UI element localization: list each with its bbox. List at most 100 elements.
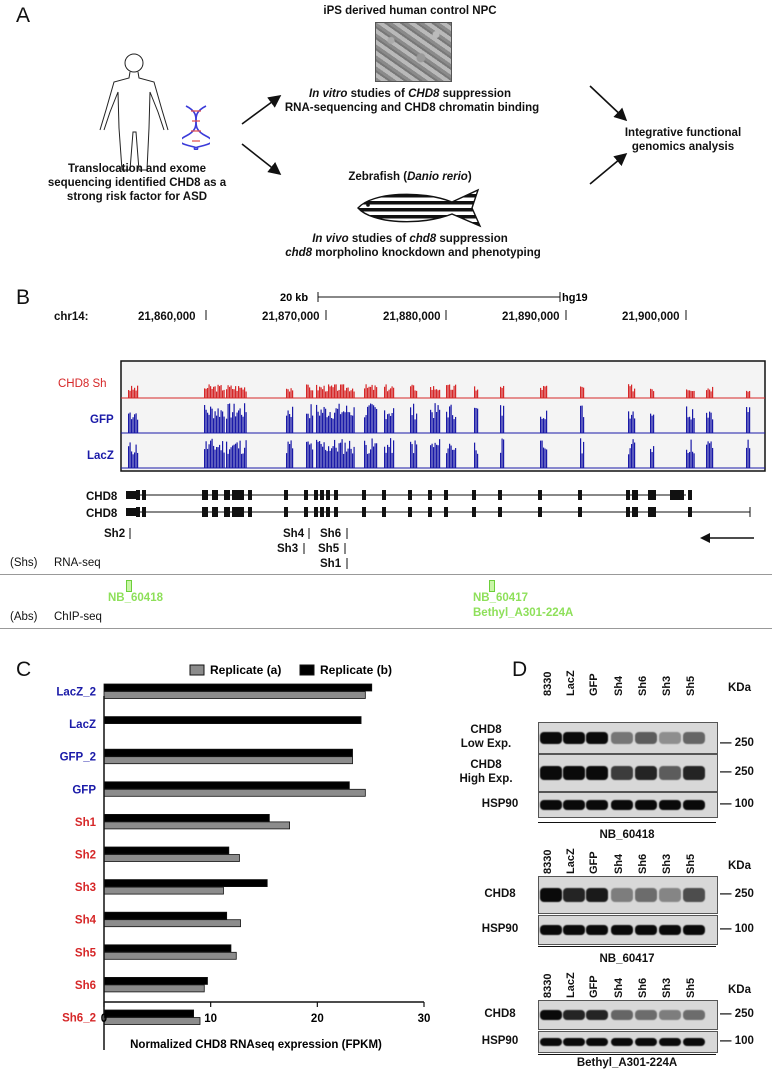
blot-row-label-1-2: CHD8 High Exp. [459, 759, 513, 785]
band [683, 1038, 705, 1046]
bar-a-sh4 [103, 919, 241, 928]
band [659, 766, 681, 780]
size-marker-2-2: — 100 [720, 923, 754, 935]
x-tick-label-10: 10 [204, 1013, 217, 1025]
lane-label-sh6-3: Sh6 [637, 977, 649, 998]
lane-label-gfp-1: GFP [588, 673, 600, 696]
band [586, 924, 608, 936]
blot-row-label-2-1: CHD8 [484, 888, 516, 900]
lane-label-sh3-2: Sh3 [661, 853, 673, 874]
coord-2: 21,870,000 [262, 311, 320, 323]
coverage-chd8-sh [128, 384, 751, 398]
band [563, 1038, 585, 1046]
category-label-sh1: Sh1 [75, 817, 97, 829]
size-marker-1-3: — 100 [720, 798, 754, 810]
lane-label-lacz-3: LacZ [565, 972, 577, 998]
npc-in-vitro: In vitro [309, 88, 348, 100]
divider-1 [0, 574, 772, 575]
zf-title-italic: Danio rerio [407, 171, 468, 183]
divider-2 [0, 628, 772, 629]
npc-title: iPS derived human control NPC [323, 5, 497, 17]
lane-label-sh3-1: Sh3 [661, 675, 673, 696]
band [683, 732, 705, 744]
panel-b-letter: B [16, 286, 31, 309]
band [635, 1009, 657, 1021]
track-label-gfp: GFP [90, 414, 114, 426]
band [563, 800, 585, 810]
lane-label-sh5-1: Sh5 [685, 675, 697, 696]
npc-microscopy-image [375, 22, 452, 82]
gene-models [126, 490, 751, 517]
kda-label-3: KDa [728, 984, 752, 996]
band [563, 766, 585, 780]
blot-row-label-3-1: CHD8 [484, 1008, 516, 1020]
shs-label: (Shs) [10, 557, 38, 569]
zf-study-line2: chd8 morpholino knockdown and phenotypin… [258, 246, 568, 260]
track-label-chd8-sh: CHD8 Sh [58, 378, 107, 390]
band [659, 800, 681, 810]
npc-suppression: suppression [439, 88, 511, 100]
zf-study-line1: In vivo studies of chd8 suppression [270, 232, 550, 246]
bar-a-gfp [103, 788, 366, 797]
blot-row-label-1-1: CHD8 Low Exp. [460, 724, 512, 750]
legend-label-a: Replicate (a) [210, 663, 281, 677]
blot-image-1-3 [538, 792, 718, 818]
category-label-sh6: Sh6 [75, 980, 96, 992]
lane-label-lacz-1: LacZ [565, 670, 577, 696]
lane-label-sh4-3: Sh4 [613, 977, 625, 998]
zf-line2-rest: morpholino knockdown and phenotyping [315, 247, 541, 259]
band [540, 1038, 562, 1046]
blot-image-1-1 [538, 722, 718, 754]
panel-d-letter: D [512, 658, 528, 681]
band [683, 888, 705, 902]
lane-label-lacz-2: LacZ [565, 848, 577, 874]
blot-image-1-2 [538, 754, 718, 792]
zf-gene: chd8 [409, 233, 437, 245]
antibody-label-2: NB_60417 [599, 953, 655, 965]
band [659, 888, 681, 902]
zebrafish-icon [357, 188, 482, 228]
antibody-label-3: Bethyl_A301-224A [576, 1057, 678, 1069]
size-marker-3-2: — 100 [720, 1035, 754, 1047]
category-label-sh4: Sh4 [75, 915, 97, 927]
antibody-mark-1 [126, 580, 132, 592]
band [563, 924, 585, 936]
abs-label: (Abs) [10, 611, 38, 623]
kda-label-1: KDa [728, 682, 752, 694]
bar-b-lacz_2 [103, 683, 373, 692]
band [659, 1009, 681, 1021]
gene-label-2: CHD8 [86, 508, 118, 520]
zf-title-post: ) [467, 171, 472, 183]
zf-line2-gene: chd8 [285, 247, 313, 259]
zf-suppression: suppression [436, 233, 508, 245]
category-label-lacz_2: LacZ_2 [56, 687, 96, 699]
shrna-sh6: Sh6 [320, 528, 342, 540]
band [635, 766, 657, 780]
band [635, 732, 657, 744]
category-label-sh6_2: Sh6_2 [62, 1013, 96, 1025]
legend-swatch-b [299, 664, 315, 676]
band [586, 1038, 608, 1046]
legend-label-b: Replicate (b) [320, 663, 392, 677]
lane-label-sh4-1: Sh4 [613, 675, 625, 696]
human-figure-icon [99, 53, 169, 171]
zf-studies-of: studies of [348, 233, 410, 245]
band [683, 800, 705, 810]
blot-row-label-3-2: HSP90 [481, 1035, 519, 1047]
band [540, 888, 562, 902]
blot-image-3-1 [538, 1000, 718, 1030]
bar-b-lacz [103, 716, 362, 724]
antibody-mark-2 [489, 580, 495, 592]
band [540, 732, 562, 744]
panel-a-left-text: Translocation and exome sequencing ident… [47, 163, 227, 203]
bar-a-sh6 [103, 984, 205, 993]
band [540, 766, 562, 780]
band [683, 924, 705, 936]
bar-b-gfp_2 [103, 748, 353, 757]
size-marker-3-1: — 250 [720, 1008, 754, 1020]
zf-in-vivo: In vivo [312, 233, 349, 245]
band [586, 800, 608, 810]
antibody-underline-3 [538, 1054, 716, 1055]
band [586, 732, 608, 744]
panel-c-letter: C [16, 658, 32, 681]
